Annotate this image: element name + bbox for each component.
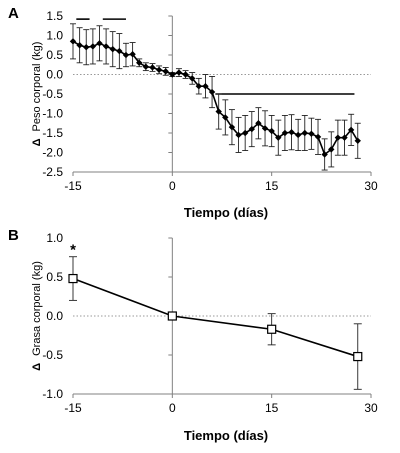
panel-a-ytick-label: 1.0 [46, 29, 63, 43]
panel-b-ytick-label: 0.5 [46, 270, 63, 284]
panel-b-ytick-label: 0.0 [46, 309, 63, 323]
panel-a-data-point [195, 83, 203, 90]
panel-a-data-point [149, 64, 156, 71]
panel-a-data-point [89, 43, 97, 50]
panel-a-ytick-label: -0.5 [42, 87, 63, 101]
panel-b-ylabel: Δ Grasa corporal (kg) [31, 261, 43, 371]
panel-a-xtick-label: 30 [364, 179, 378, 193]
panel-a-data-point [136, 59, 143, 66]
panel-a-data-point [294, 131, 302, 139]
panel-b-ytick-label: -0.5 [42, 348, 63, 362]
panel-a-data-point [301, 129, 308, 137]
panel-a-data-point [69, 38, 77, 45]
panel-a-data-point [102, 43, 110, 50]
panel-b-ytick-label: 1.0 [46, 231, 63, 245]
panel-a-ylabel-prefix: Δ [31, 138, 43, 146]
panel-a-data-point [175, 69, 183, 76]
panel-b-data-point [68, 273, 78, 284]
panel-a-data-point [83, 44, 90, 51]
panel-b-xtick-label: -15 [64, 401, 82, 415]
panel-a-data-point [189, 75, 196, 82]
panel-a-data-point [76, 42, 83, 49]
panel-a-data-point [328, 146, 335, 153]
panel-a-data-point [261, 125, 269, 132]
panel-a: A Δ Peso corporal (kg) 1.5 1.0 0.5 0.0 -0.5 -… [8, 5, 378, 220]
panel-b-ytick-label: -1.0 [42, 387, 63, 401]
panel-a-data-point [314, 133, 322, 141]
panel-a-data-point [202, 83, 209, 90]
panel-a-data-point [341, 134, 348, 141]
panel-a-data-point [182, 71, 189, 78]
panel-a-data-point [255, 120, 262, 127]
panel-b-xlabel: Tiempo (días) [184, 428, 268, 443]
panel-b-significance-asterisk: * [70, 242, 76, 259]
panel-b-ylabel-text: Grasa corporal (kg) [31, 261, 43, 356]
panel-a-xtick-label: 15 [265, 179, 279, 193]
panel-a-data-point [275, 134, 282, 141]
panel-b-xtick-label: 15 [265, 401, 279, 415]
panel-a-data-point [129, 51, 136, 58]
panel-b-data-point [267, 324, 277, 334]
panel-a-ytick-label: 1.5 [46, 9, 63, 23]
panel-b: B Δ Grasa corporal (kg) 1.0 0.5 0.0 -0.5 -1.… [8, 227, 378, 443]
panel-a-data-point [96, 40, 103, 47]
panel-a-ylabel: Δ Peso corporal (kg) [31, 42, 43, 147]
panel-a-data-point [228, 123, 236, 131]
panel-b-letter: B [8, 227, 19, 244]
panel-a-data-point [347, 126, 355, 134]
panel-a-data-point [215, 108, 222, 115]
panel-a-data-point [142, 63, 150, 70]
panel-b-xtick-label: 30 [364, 401, 378, 415]
panel-a-data-point [122, 51, 130, 59]
panel-a-data-point [281, 129, 289, 137]
panel-a-data-point [109, 45, 116, 53]
panel-a-ytick-label: -2.5 [42, 165, 63, 179]
panel-a-ytick-label: -1.5 [42, 126, 63, 140]
panel-b-series-line [72, 277, 358, 358]
panel-a-data-point [288, 129, 295, 136]
panel-a-xtick-label: 0 [169, 179, 176, 193]
panel-b-ylabel-prefix: Δ [31, 363, 43, 371]
panel-a-ytick-label: 0.0 [46, 68, 63, 82]
panel-a-series-line [72, 40, 359, 156]
panel-a-data-point [116, 47, 123, 55]
panel-a-ytick-label: 0.5 [46, 48, 63, 62]
panel-a-data-point [169, 71, 176, 78]
panel-a-data-point [222, 114, 229, 121]
panel-b-xtick-label: 0 [169, 401, 176, 415]
panel-a-data-point [235, 131, 242, 139]
panel-a-data-point [162, 68, 169, 75]
panel-a-data-point [268, 127, 275, 135]
panel-a-data-point [321, 151, 328, 158]
panel-a-ylabel-text: Peso corporal (kg) [31, 42, 43, 132]
panel-a-data-point [208, 88, 216, 96]
panel-a-letter: A [8, 5, 19, 22]
panel-a-xlabel: Tiempo (días) [184, 205, 268, 220]
panel-b-data-point [353, 351, 363, 362]
panel-a-data-point [248, 125, 255, 133]
panel-a-ytick-label: -2.0 [42, 146, 63, 160]
panel-a-xtick-label: -15 [64, 179, 82, 193]
panel-a-data-point [155, 66, 163, 74]
panel-a-data-point [334, 134, 342, 141]
panel-a-data-point [354, 137, 361, 144]
panel-b-data-point [167, 311, 177, 321]
panel-a-data-point [241, 129, 249, 137]
panel-a-ytick-label: -1.0 [42, 107, 63, 121]
panel-a-data-point [308, 130, 315, 137]
